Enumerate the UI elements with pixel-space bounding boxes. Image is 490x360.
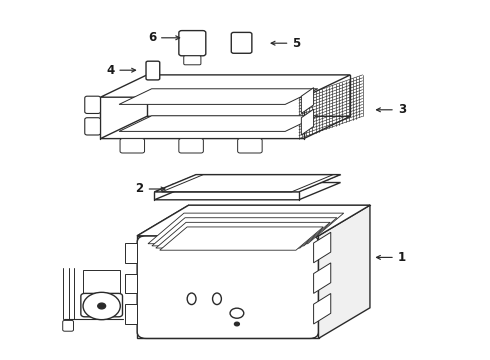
Polygon shape bbox=[119, 116, 318, 131]
FancyBboxPatch shape bbox=[81, 293, 122, 317]
Polygon shape bbox=[318, 205, 370, 338]
Ellipse shape bbox=[213, 293, 221, 305]
Ellipse shape bbox=[235, 322, 239, 326]
Polygon shape bbox=[154, 175, 341, 192]
Ellipse shape bbox=[83, 292, 121, 320]
Polygon shape bbox=[137, 205, 370, 236]
FancyBboxPatch shape bbox=[120, 139, 145, 153]
Polygon shape bbox=[125, 274, 137, 293]
Polygon shape bbox=[100, 116, 350, 139]
Polygon shape bbox=[301, 109, 314, 135]
Polygon shape bbox=[314, 263, 331, 293]
Polygon shape bbox=[83, 270, 120, 293]
FancyBboxPatch shape bbox=[137, 236, 318, 338]
Text: 2: 2 bbox=[136, 183, 165, 195]
FancyBboxPatch shape bbox=[85, 96, 100, 113]
Text: 4: 4 bbox=[106, 64, 136, 77]
FancyBboxPatch shape bbox=[179, 139, 203, 153]
Polygon shape bbox=[119, 89, 318, 104]
FancyBboxPatch shape bbox=[238, 139, 262, 153]
Polygon shape bbox=[160, 227, 323, 250]
FancyBboxPatch shape bbox=[231, 32, 252, 53]
Text: 1: 1 bbox=[376, 251, 406, 264]
FancyBboxPatch shape bbox=[179, 31, 206, 56]
FancyBboxPatch shape bbox=[85, 118, 100, 135]
Polygon shape bbox=[314, 232, 331, 263]
Polygon shape bbox=[100, 75, 350, 97]
FancyBboxPatch shape bbox=[184, 56, 201, 65]
Text: 3: 3 bbox=[376, 103, 406, 116]
Polygon shape bbox=[301, 87, 314, 113]
Ellipse shape bbox=[230, 308, 244, 318]
Polygon shape bbox=[148, 213, 344, 244]
Polygon shape bbox=[152, 218, 337, 246]
Polygon shape bbox=[154, 183, 341, 200]
Text: 6: 6 bbox=[148, 31, 180, 44]
FancyBboxPatch shape bbox=[63, 320, 74, 331]
Ellipse shape bbox=[187, 293, 196, 305]
Text: 5: 5 bbox=[271, 37, 300, 50]
FancyBboxPatch shape bbox=[146, 61, 160, 80]
Polygon shape bbox=[137, 236, 318, 338]
Polygon shape bbox=[314, 293, 331, 324]
Polygon shape bbox=[125, 243, 137, 263]
Polygon shape bbox=[156, 222, 330, 248]
Ellipse shape bbox=[98, 303, 106, 309]
Polygon shape bbox=[125, 304, 137, 324]
